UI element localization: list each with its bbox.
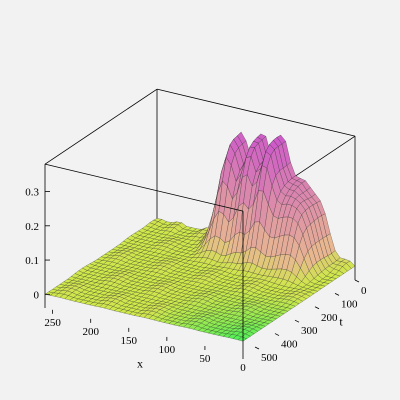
t-tick (314, 306, 320, 310)
t-tick (254, 346, 260, 350)
x-tick-label: 50 (199, 353, 211, 365)
x-tick-label: 150 (121, 335, 138, 347)
z-tick-label: 0.1 (25, 255, 39, 267)
t-tick (334, 293, 340, 296)
bounding-box-front (44, 88, 244, 355)
z-tick-label: 0 (34, 289, 40, 301)
surface-patch (237, 336, 248, 342)
x-axis-title: x (137, 357, 143, 371)
t-tick-label: 400 (281, 339, 298, 351)
box-edge (44, 88, 158, 165)
box-edge (156, 88, 356, 137)
x-tick-label: 250 (44, 317, 61, 329)
x-tick-label: 0 (240, 362, 246, 374)
t-tick (274, 333, 280, 336)
t-tick-label: 0 (361, 285, 367, 297)
t-tick (294, 319, 300, 323)
t-axis-title: t (339, 315, 343, 329)
z-tick-label: 0.3 (25, 187, 39, 199)
x-tick-label: 100 (159, 344, 176, 356)
x-tick-label: 200 (82, 326, 99, 338)
axis-ticks: 0.30.20.10250200150100500x01002003004005… (25, 187, 367, 374)
t-tick-label: 100 (341, 298, 358, 310)
t-tick-label: 500 (261, 352, 278, 364)
z-tick-label: 0.2 (25, 221, 39, 233)
surface-mesh (44, 131, 356, 342)
t-tick (354, 279, 360, 283)
t-tick-label: 300 (301, 325, 318, 337)
box-edge (44, 163, 244, 212)
t-tick-label: 200 (321, 312, 338, 324)
